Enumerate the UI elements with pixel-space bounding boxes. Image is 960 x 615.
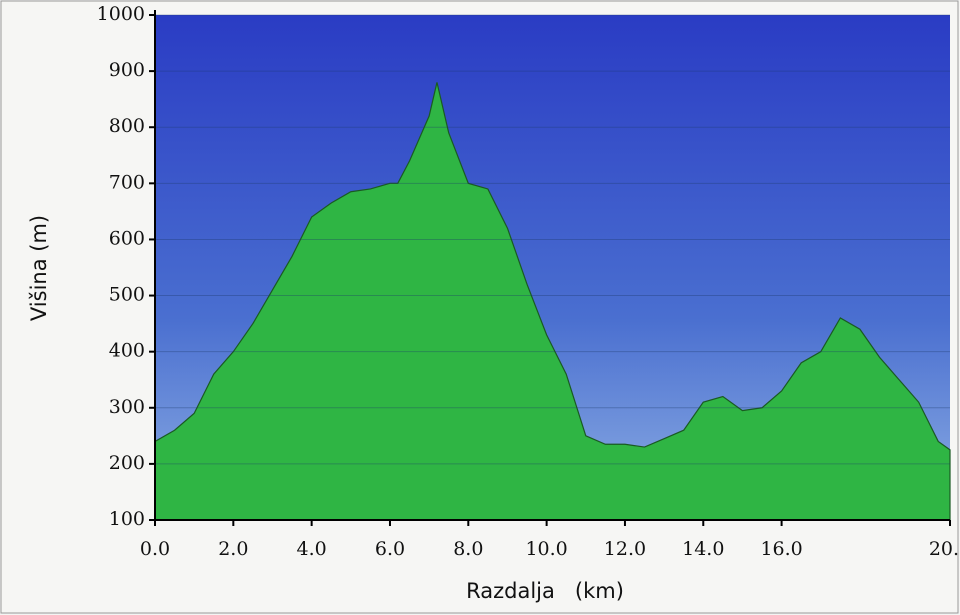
y-tick-label: 100 bbox=[109, 508, 145, 530]
x-tick-label: 16.0 bbox=[760, 538, 802, 560]
x-tick-label: 14.0 bbox=[682, 538, 724, 560]
y-tick-label: 1000 bbox=[97, 3, 145, 25]
y-tick-label: 200 bbox=[109, 452, 145, 474]
x-tick-label: 2.0 bbox=[218, 538, 248, 560]
x-tick-label: 12.0 bbox=[604, 538, 646, 560]
y-tick-label: 300 bbox=[109, 396, 145, 418]
y-tick-label: 500 bbox=[109, 284, 145, 306]
x-tick-label: 10.0 bbox=[525, 538, 567, 560]
x-tick-label: 4.0 bbox=[297, 538, 327, 560]
x-tick-label: 20.3 bbox=[929, 538, 960, 560]
y-tick-label: 600 bbox=[109, 227, 145, 249]
y-tick-label: 900 bbox=[109, 59, 145, 81]
x-tick-label: 6.0 bbox=[375, 538, 405, 560]
y-axis-title: Višina (m) bbox=[27, 215, 51, 321]
y-tick-label: 700 bbox=[109, 171, 145, 193]
y-tick-label: 400 bbox=[109, 340, 145, 362]
x-tick-label: 8.0 bbox=[453, 538, 483, 560]
x-tick-label: 0.0 bbox=[140, 538, 170, 560]
elevation-area bbox=[154, 82, 951, 521]
x-axis-title: Razdalja (km) bbox=[466, 579, 624, 603]
y-tick-label: 800 bbox=[109, 115, 145, 137]
